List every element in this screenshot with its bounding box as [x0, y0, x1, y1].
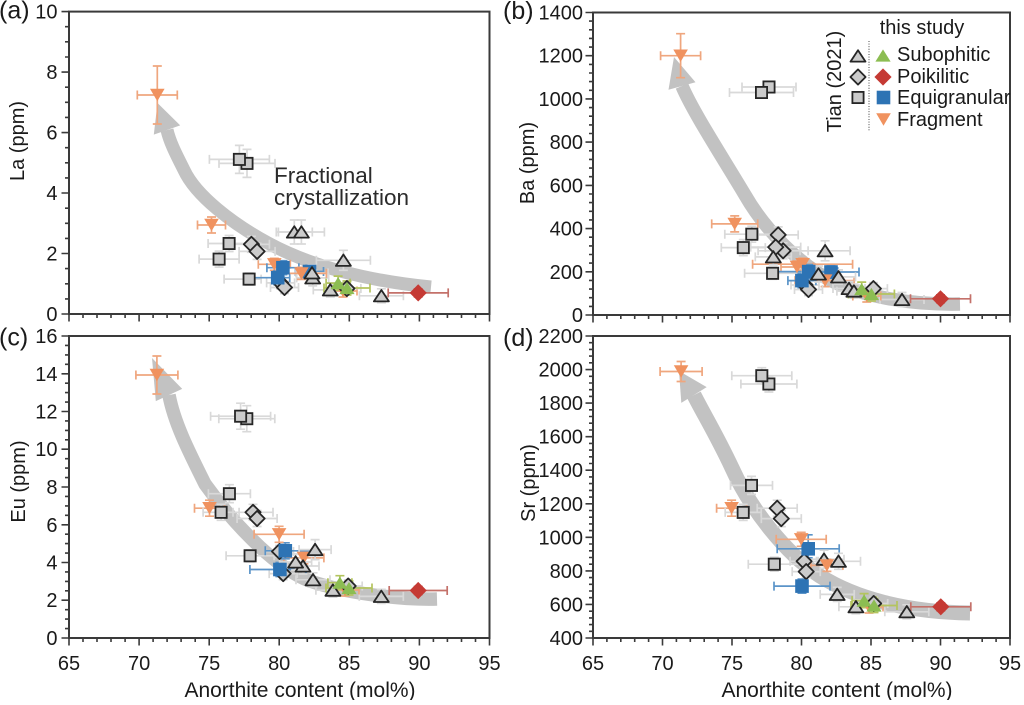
svg-text:Poikilitic: Poikilitic: [897, 66, 969, 88]
svg-text:0: 0: [46, 304, 57, 326]
svg-text:200: 200: [550, 262, 583, 284]
svg-text:4: 4: [46, 183, 57, 205]
svg-text:1600: 1600: [539, 427, 584, 449]
svg-text:1400: 1400: [539, 460, 584, 482]
svg-text:Anorthite content (mol%): Anorthite content (mol%): [184, 679, 415, 700]
svg-text:(d): (d): [503, 324, 534, 352]
svg-text:(c): (c): [0, 324, 28, 352]
svg-text:2200: 2200: [539, 326, 584, 348]
svg-text:10: 10: [35, 439, 57, 461]
svg-text:La (ppm): La (ppm): [7, 101, 29, 181]
svg-text:(a): (a): [0, 0, 30, 25]
svg-text:Equigranular: Equigranular: [897, 87, 1011, 109]
svg-text:800: 800: [550, 132, 583, 154]
svg-text:85: 85: [338, 653, 360, 675]
svg-text:80: 80: [268, 653, 290, 675]
svg-text:90: 90: [929, 653, 951, 675]
svg-text:70: 70: [128, 653, 150, 675]
svg-text:400: 400: [550, 628, 583, 650]
svg-text:0: 0: [46, 628, 57, 650]
svg-text:Fractional: Fractional: [274, 163, 373, 188]
svg-text:0: 0: [572, 305, 583, 327]
svg-text:1000: 1000: [539, 89, 584, 111]
svg-text:Eu (ppm): Eu (ppm): [8, 440, 30, 522]
svg-text:Sr (ppm): Sr (ppm): [518, 444, 540, 522]
svg-text:85: 85: [860, 653, 882, 675]
svg-text:400: 400: [550, 219, 583, 241]
svg-text:65: 65: [58, 653, 80, 675]
svg-text:6: 6: [46, 515, 57, 537]
svg-text:Subophitic: Subophitic: [897, 44, 990, 66]
svg-text:2: 2: [46, 244, 57, 266]
svg-text:Anorthite content (mol%): Anorthite content (mol%): [721, 679, 952, 700]
svg-text:70: 70: [651, 653, 673, 675]
svg-text:this study: this study: [880, 17, 964, 39]
svg-text:600: 600: [550, 594, 583, 616]
svg-text:Ba (ppm): Ba (ppm): [517, 122, 539, 204]
svg-text:2000: 2000: [539, 360, 584, 382]
svg-text:95: 95: [999, 653, 1021, 675]
svg-text:1000: 1000: [539, 527, 584, 549]
svg-text:16: 16: [35, 326, 57, 348]
svg-text:1400: 1400: [539, 3, 584, 25]
svg-text:95: 95: [478, 653, 500, 675]
svg-text:800: 800: [550, 561, 583, 583]
svg-text:600: 600: [550, 175, 583, 197]
svg-text:6: 6: [46, 123, 57, 145]
svg-text:1200: 1200: [539, 46, 584, 68]
svg-text:(b): (b): [503, 0, 534, 25]
svg-text:90: 90: [408, 653, 430, 675]
svg-text:2: 2: [46, 590, 57, 612]
svg-text:8: 8: [46, 477, 57, 499]
svg-text:75: 75: [721, 653, 743, 675]
svg-text:12: 12: [35, 402, 57, 424]
svg-text:1200: 1200: [539, 494, 584, 516]
svg-text:80: 80: [790, 653, 812, 675]
svg-text:1800: 1800: [539, 393, 584, 415]
svg-text:crystallization: crystallization: [274, 185, 409, 210]
svg-text:75: 75: [198, 653, 220, 675]
svg-text:8: 8: [46, 62, 57, 84]
svg-text:10: 10: [35, 2, 57, 24]
svg-text:Fragment: Fragment: [897, 109, 983, 131]
svg-text:4: 4: [46, 553, 57, 575]
svg-text:65: 65: [582, 653, 604, 675]
svg-text:Tian (2021): Tian (2021): [824, 31, 846, 133]
svg-text:14: 14: [35, 364, 57, 386]
